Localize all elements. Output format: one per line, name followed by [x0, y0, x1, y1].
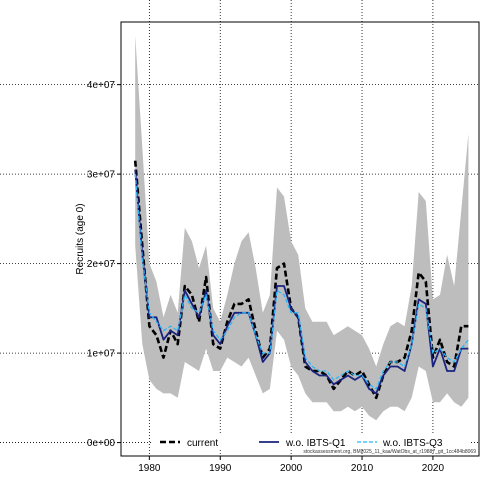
- series-lines: [133, 160, 469, 400]
- x-tick-label: 1980: [138, 463, 161, 474]
- footnote: stockassessment.org, BM2025_11_kaa/WatOb…: [303, 449, 476, 455]
- x-tick-label: 2020: [422, 463, 445, 474]
- y-axis-title: Recruits (age 0): [75, 203, 86, 274]
- y-tick-label: 4e+07: [87, 80, 116, 91]
- x-axis: 1980 1990 2000 2010 2020: [138, 456, 444, 474]
- y-tick-label: 1e+07: [87, 349, 116, 360]
- plot-frame: [120, 21, 480, 457]
- y-tick-label: 0e+00: [87, 438, 116, 449]
- x-tick-label: 2000: [280, 463, 303, 474]
- confidence-band: [135, 35, 469, 421]
- legend-label-2: w.o. IBTS-Q1: [285, 438, 346, 449]
- x-tick-label: 1990: [209, 463, 232, 474]
- legend-background: [152, 435, 470, 450]
- legend-label-1: current: [187, 438, 218, 449]
- series-line-3: [134, 174, 469, 390]
- y-tick-label: 2e+07: [87, 259, 116, 270]
- y-tick-label: 3e+07: [87, 170, 116, 181]
- legend: current w.o. IBTS-Q1 w.o. IBTS-Q3: [152, 435, 470, 450]
- y-axis: 0e+00 1e+07 2e+07 3e+07 4e+07: [87, 80, 121, 449]
- x-tick-label: 2010: [351, 463, 374, 474]
- legend-label-3: w.o. IBTS-Q3: [382, 438, 443, 449]
